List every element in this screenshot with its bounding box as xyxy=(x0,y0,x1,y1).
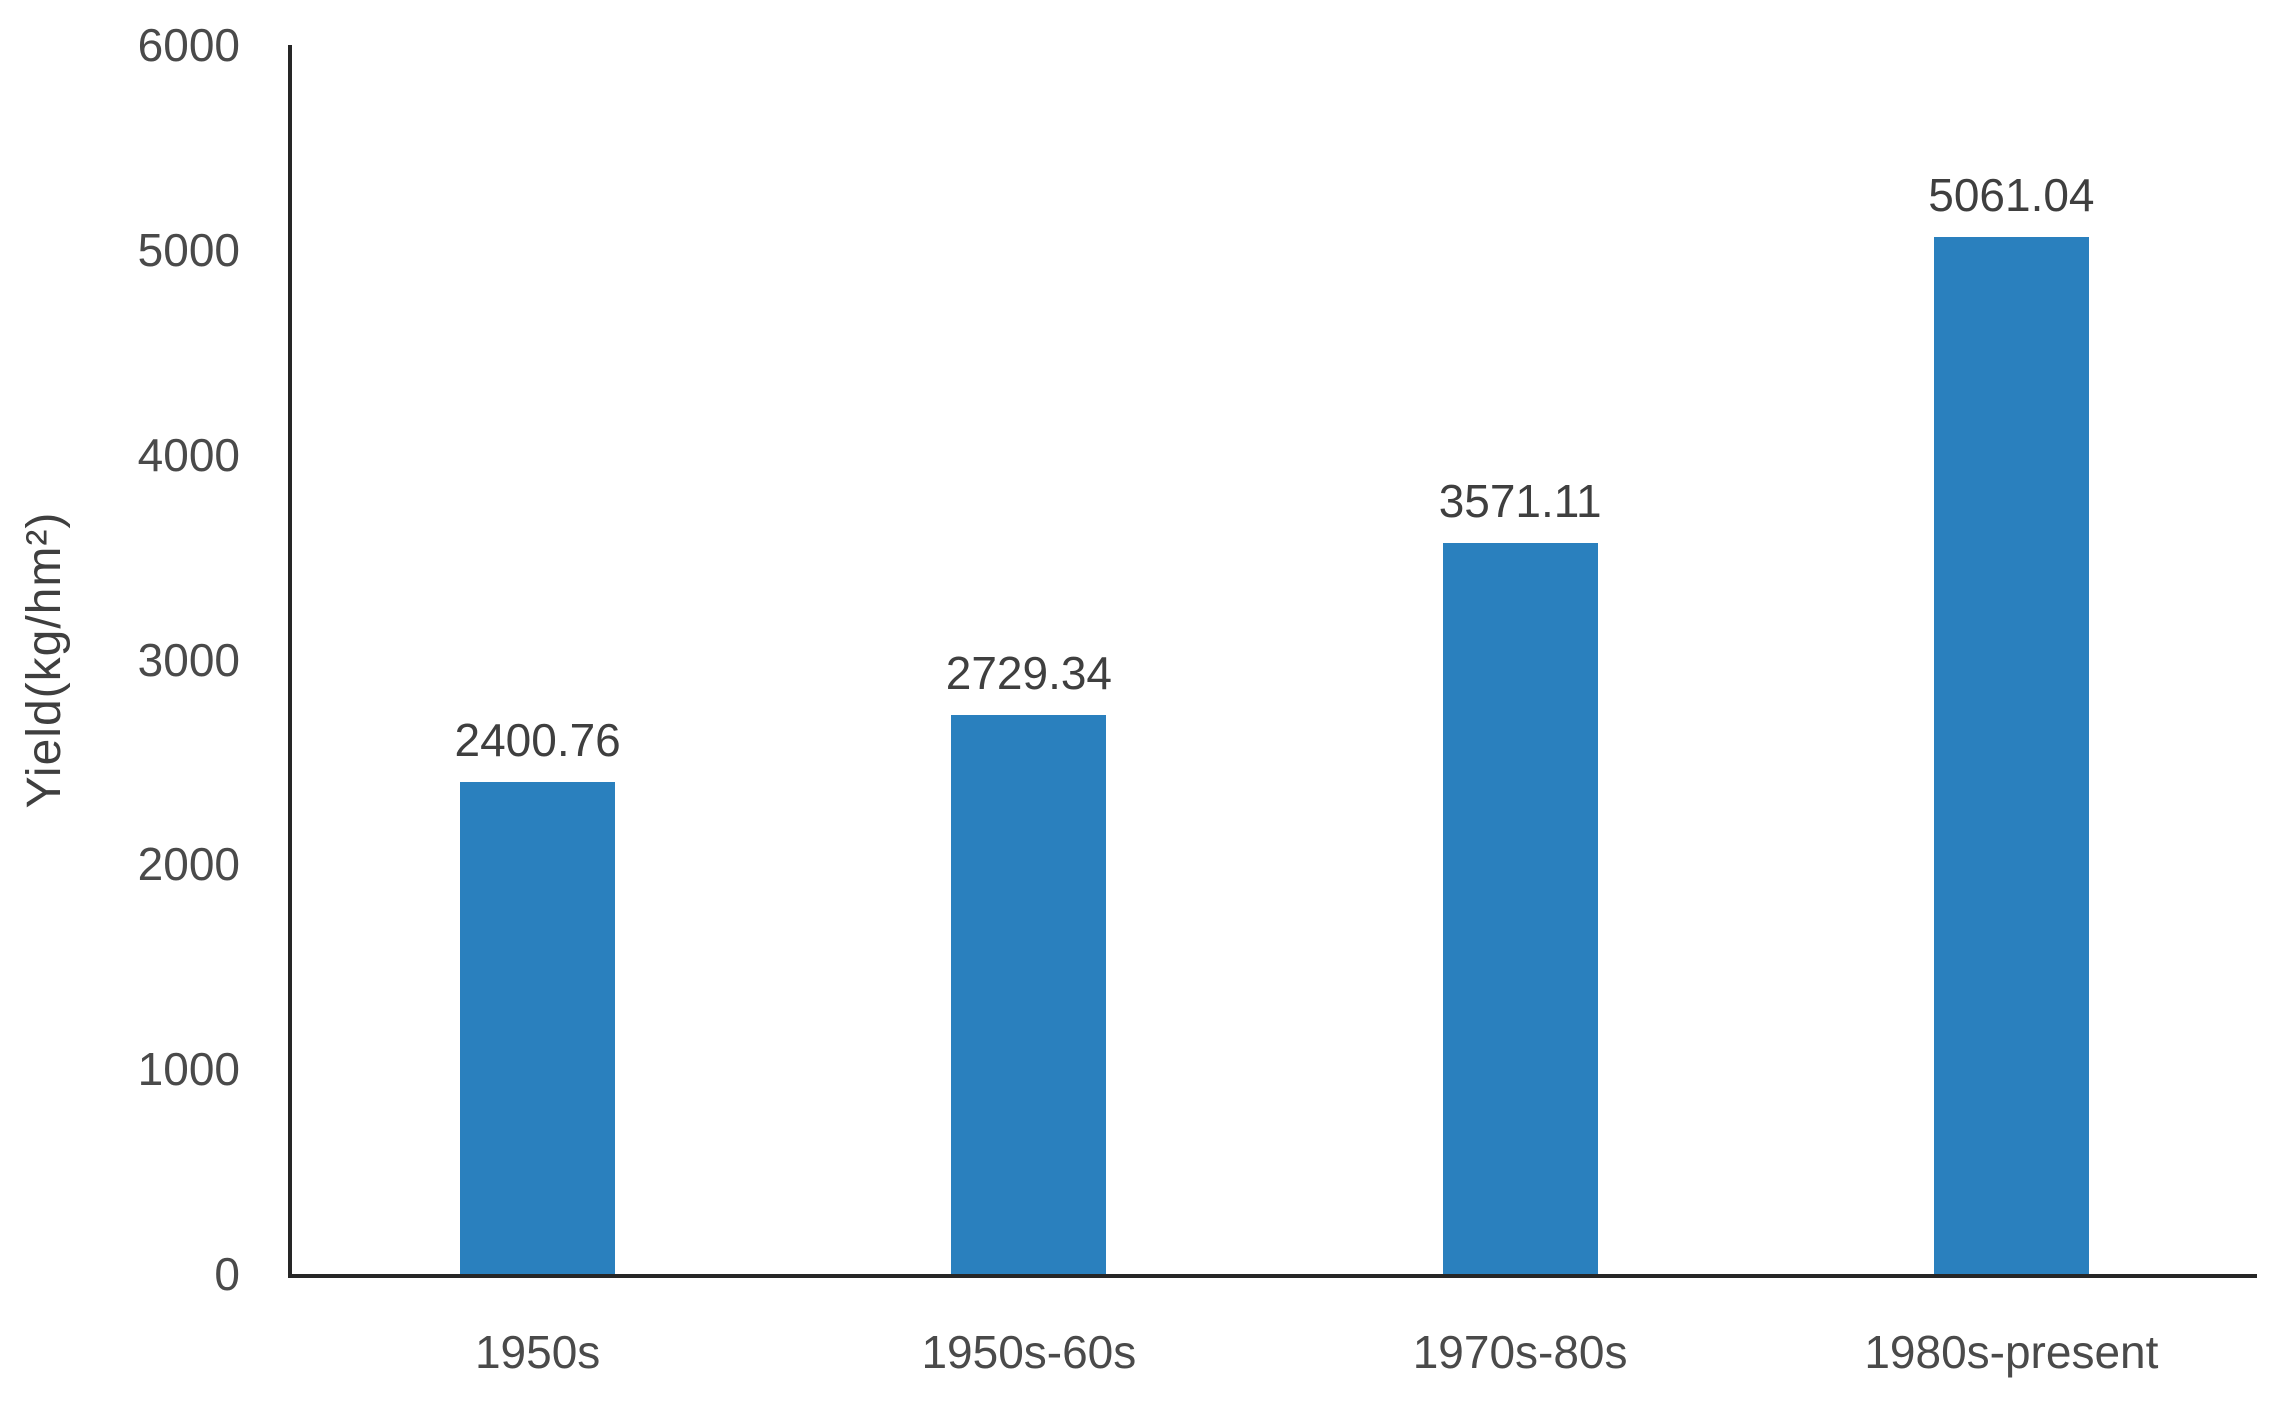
y-tick-label-6000: 6000 xyxy=(137,19,240,71)
x-category-label-1980s-present: 1980s-present xyxy=(1864,1326,2159,1378)
bar-value-label-1970s-80s: 3571.11 xyxy=(1438,474,1602,527)
bar-value-label-1950s-60s: 2729.34 xyxy=(945,646,1113,699)
y-tick-label-1000: 1000 xyxy=(137,1043,240,1096)
x-category-label-1950s: 1950s xyxy=(474,1326,601,1378)
y-tick-label-4000: 4000 xyxy=(137,428,240,481)
bar-1950s xyxy=(460,782,616,1274)
x-category-label-1950s-60s: 1950s-60s xyxy=(921,1326,1137,1378)
bar-value-label-1950s: 2400.76 xyxy=(454,714,621,767)
y-tick-label-2000: 2000 xyxy=(137,838,240,891)
bar-1950s-60s xyxy=(951,714,1107,1274)
bar-1970s-80s xyxy=(1442,542,1598,1274)
y-tick-label-5000: 5000 xyxy=(137,223,240,276)
y-tick-label-3000: 3000 xyxy=(137,633,240,686)
bar-value-label-1980s-present: 5061.04 xyxy=(1928,169,2095,222)
plot-area: 2400.76 1950s 2729.34 1950s-60s 3571.11 1970s… xyxy=(288,45,2257,1378)
x-category-label-1970s-80s: 1970s-80s xyxy=(1412,1326,1628,1378)
bar-1980s-present xyxy=(1933,237,2089,1274)
y-tick-label-0: 0 xyxy=(214,1248,240,1300)
